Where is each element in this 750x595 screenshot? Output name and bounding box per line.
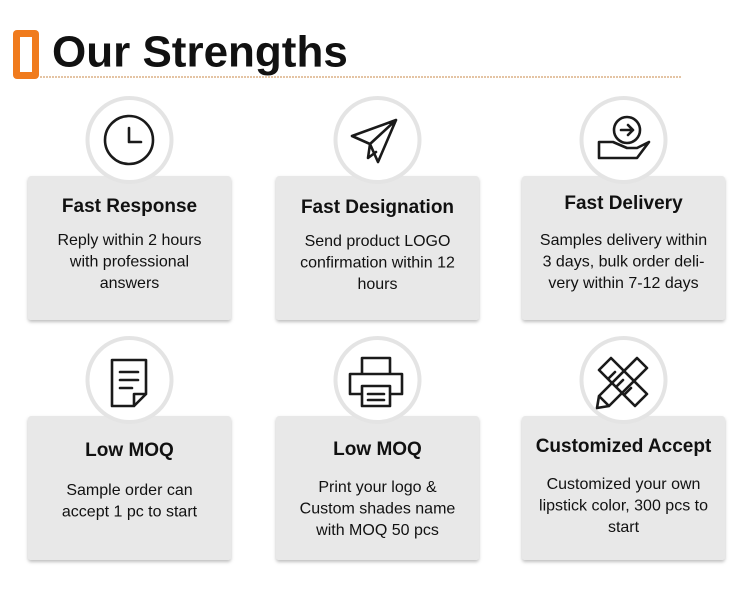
- card-text: Customized your own: [547, 476, 701, 493]
- strength-card: Low MOQ Print your logo & Custom shades na…: [276, 336, 479, 560]
- card-text: accept 1 pc to start: [62, 504, 198, 521]
- plane-icon: [350, 118, 398, 164]
- document-icon: [110, 358, 148, 408]
- card-title: Fast Designation: [301, 197, 454, 218]
- card-title: Fast Response: [62, 196, 197, 217]
- icons: [103, 114, 651, 410]
- strength-card: Low MOQ Sample order can accept 1 pc to st…: [28, 336, 231, 560]
- design-tools-icon: [595, 356, 649, 410]
- icon-circle: [333, 96, 422, 184]
- card-title: Low MOQ: [333, 439, 422, 460]
- card-title: Customized Accept: [536, 436, 712, 457]
- card-text: Reply within 2 hours: [57, 232, 201, 249]
- strength-card: Fast Designation Send product LOGO confirm…: [276, 96, 479, 320]
- card-title: Low MOQ: [85, 440, 174, 461]
- title-marker-inner: [20, 37, 32, 72]
- card-text: lipstick color, 300 pcs to: [539, 498, 708, 515]
- card-text: Print your logo &: [318, 479, 437, 496]
- cards: Fast Response Reply within 2 hours with pr…: [28, 96, 725, 560]
- clock-icon: [103, 114, 155, 166]
- card-box: [522, 176, 725, 320]
- card-box: [276, 416, 479, 560]
- card-text: confirmation within 12: [300, 255, 455, 272]
- card-box: [28, 416, 231, 560]
- card-text: Send product LOGO: [305, 233, 451, 250]
- icon-circle: [333, 336, 422, 424]
- delivery-icon: [597, 115, 651, 160]
- card-title: Fast Delivery: [564, 193, 683, 214]
- icon-circle: [579, 96, 668, 184]
- card-text: with professional: [69, 254, 189, 271]
- card-text: answers: [100, 275, 160, 292]
- card-box: [522, 416, 725, 560]
- card-text: 3 days, bulk order deli-: [543, 254, 705, 271]
- strength-card: Fast Delivery Samples delivery within 3 da…: [522, 96, 725, 320]
- card-text: with MOQ 50 pcs: [315, 522, 439, 539]
- card-box: [276, 176, 479, 320]
- card-text: Samples delivery within: [540, 232, 707, 249]
- card-text: start: [608, 519, 640, 536]
- card-text: very within 7-12 days: [548, 275, 698, 292]
- card-text: Sample order can: [66, 482, 192, 499]
- page-title: Our Strengths: [52, 28, 348, 77]
- printer-icon: [348, 356, 404, 408]
- card-box: [28, 176, 231, 320]
- card-text: Custom shades name: [300, 501, 456, 518]
- card-text: hours: [357, 276, 397, 293]
